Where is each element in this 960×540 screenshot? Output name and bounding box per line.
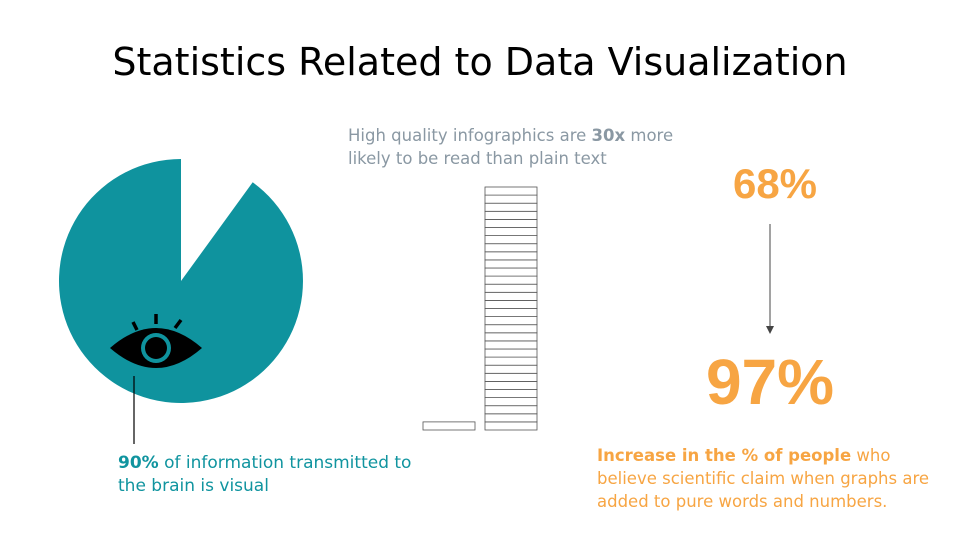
infographic-bar-unit: [484, 389, 538, 399]
claim-stat-caption: Increase in the % of people who believe …: [597, 444, 947, 513]
infographic-bar-unit: [484, 267, 538, 277]
infographic-bar-unit: [484, 235, 538, 245]
eye-icon: [110, 314, 202, 368]
infographic-text-before: High quality infographics are: [348, 126, 592, 145]
infographic-bar-unit: [484, 283, 538, 293]
infographic-bar-unit: [484, 243, 538, 253]
infographic-highlight: 30x: [591, 126, 626, 145]
pie-slice-visual: [58, 158, 303, 403]
infographic-bar-unit: [484, 291, 538, 301]
visual-stat-highlight: 90%: [118, 453, 159, 473]
infographic-bar-unit: [484, 275, 538, 285]
stat-after-value: 97%: [705, 346, 835, 418]
visual-stat-caption: 90% of information transmitted to the br…: [118, 452, 418, 498]
infographic-bar-unit: [484, 299, 538, 309]
infographic-bar-unit: [484, 364, 538, 374]
infographic-bar-unit: [484, 324, 538, 334]
infographic-comparison-bars: [422, 186, 538, 431]
infographic-bar-unit: [484, 316, 538, 326]
infographic-bar-unit: [484, 308, 538, 318]
claim-highlight: Increase in the % of people: [597, 446, 852, 465]
visual-stat-text: of information transmitted to the brain …: [118, 453, 412, 496]
infographic-bar-unit: [484, 332, 538, 342]
infographic-bar-unit: [484, 186, 538, 196]
infographic-bar-unit: [484, 421, 538, 431]
slide-title: Statistics Related to Data Visualization: [112, 40, 848, 84]
infographic-bar-unit: [484, 372, 538, 382]
infographic-bar-unit: [484, 218, 538, 228]
claim-text: who believe scientific claim when graphs…: [597, 446, 930, 511]
infographic-bar-unit: [484, 210, 538, 220]
infographic-bar-unit: [484, 340, 538, 350]
infographic-bar-unit: [484, 227, 538, 237]
infographic-bar-unit: [484, 405, 538, 415]
infographic-bar-unit: [484, 194, 538, 204]
infographic-bar-unit: [484, 259, 538, 269]
infographic-text-after: more likely to be read than plain text: [348, 126, 674, 168]
infographic-bar-unit: [484, 202, 538, 212]
infographic-bar-unit: [484, 251, 538, 261]
infographic-bar-unit: [484, 397, 538, 407]
infographic-stat-caption: High quality infographics are 30x more l…: [348, 124, 708, 170]
stat-before-value: 68%: [732, 160, 818, 207]
infographic-bar-unit: [484, 348, 538, 358]
infographic-bar-unit: [484, 413, 538, 423]
change-arrow-head: [766, 326, 774, 334]
plain-text-bar-unit: [422, 421, 476, 431]
infographic-bar-unit: [484, 380, 538, 390]
infographic-bar-unit: [484, 356, 538, 366]
